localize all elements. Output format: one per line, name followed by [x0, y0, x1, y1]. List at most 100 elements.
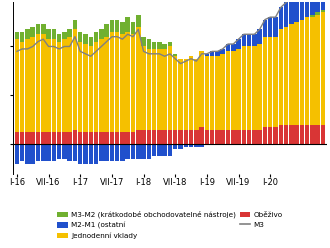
- Bar: [178, 144, 183, 149]
- Bar: [189, 144, 193, 147]
- Bar: [252, 46, 257, 130]
- Bar: [173, 144, 178, 149]
- Bar: [231, 51, 236, 130]
- Bar: [78, 144, 82, 164]
- Bar: [73, 144, 77, 161]
- Bar: [36, 132, 40, 144]
- Bar: [57, 34, 61, 42]
- Bar: [252, 130, 257, 144]
- Bar: [162, 44, 167, 49]
- Bar: [36, 25, 40, 34]
- Bar: [242, 130, 246, 144]
- Bar: [15, 144, 19, 164]
- Bar: [41, 132, 46, 144]
- Bar: [205, 130, 209, 144]
- Bar: [120, 132, 125, 144]
- Bar: [321, 125, 325, 144]
- Bar: [189, 130, 193, 144]
- Bar: [141, 130, 146, 144]
- Bar: [152, 130, 156, 144]
- Bar: [78, 42, 82, 132]
- Bar: [46, 39, 51, 132]
- Bar: [15, 132, 19, 144]
- Bar: [194, 130, 199, 144]
- Bar: [115, 144, 119, 161]
- Bar: [120, 22, 125, 34]
- Bar: [183, 144, 188, 147]
- Bar: [20, 42, 24, 132]
- Bar: [268, 127, 273, 144]
- Bar: [168, 42, 172, 46]
- Bar: [310, 125, 315, 144]
- Bar: [136, 27, 141, 130]
- Bar: [162, 144, 167, 156]
- Bar: [152, 49, 156, 130]
- Bar: [157, 42, 162, 49]
- Bar: [136, 144, 141, 159]
- Bar: [15, 39, 19, 132]
- Bar: [273, 37, 278, 127]
- Bar: [321, 10, 325, 12]
- Bar: [247, 46, 251, 130]
- Bar: [131, 144, 135, 159]
- Bar: [247, 34, 251, 46]
- Bar: [162, 49, 167, 130]
- Bar: [199, 51, 204, 127]
- Bar: [321, 0, 325, 10]
- Bar: [99, 39, 104, 132]
- Bar: [310, 17, 315, 125]
- Bar: [94, 132, 98, 144]
- Bar: [183, 59, 188, 130]
- Bar: [268, 17, 273, 37]
- Bar: [104, 144, 109, 161]
- Bar: [305, 0, 310, 17]
- Bar: [73, 29, 77, 130]
- Bar: [199, 127, 204, 144]
- Bar: [315, 12, 320, 15]
- Bar: [25, 132, 30, 144]
- Bar: [88, 144, 93, 164]
- Bar: [62, 39, 67, 132]
- Bar: [62, 132, 67, 144]
- Bar: [57, 144, 61, 159]
- Bar: [94, 42, 98, 132]
- Bar: [62, 144, 67, 159]
- Bar: [62, 32, 67, 39]
- Bar: [294, 0, 299, 22]
- Bar: [41, 34, 46, 132]
- Bar: [310, 15, 315, 17]
- Bar: [83, 144, 88, 164]
- Bar: [152, 144, 156, 156]
- Bar: [247, 130, 251, 144]
- Bar: [141, 144, 146, 159]
- Bar: [236, 39, 241, 49]
- Bar: [168, 144, 172, 156]
- Bar: [88, 46, 93, 132]
- Bar: [236, 49, 241, 130]
- Bar: [273, 17, 278, 37]
- Bar: [178, 59, 183, 130]
- Bar: [152, 42, 156, 49]
- Bar: [125, 132, 130, 144]
- Bar: [257, 29, 262, 44]
- Bar: [315, 15, 320, 125]
- Bar: [205, 56, 209, 130]
- Bar: [20, 32, 24, 42]
- Bar: [125, 144, 130, 159]
- Bar: [94, 32, 98, 42]
- Bar: [300, 0, 304, 20]
- Bar: [157, 144, 162, 156]
- Bar: [99, 29, 104, 39]
- Bar: [147, 130, 151, 144]
- Bar: [257, 44, 262, 130]
- Bar: [131, 34, 135, 132]
- Bar: [210, 130, 214, 144]
- Bar: [220, 130, 225, 144]
- Bar: [289, 25, 294, 125]
- Bar: [300, 20, 304, 125]
- Bar: [173, 130, 178, 144]
- Bar: [321, 12, 325, 125]
- Bar: [30, 27, 35, 37]
- Bar: [215, 51, 220, 56]
- Bar: [67, 37, 72, 132]
